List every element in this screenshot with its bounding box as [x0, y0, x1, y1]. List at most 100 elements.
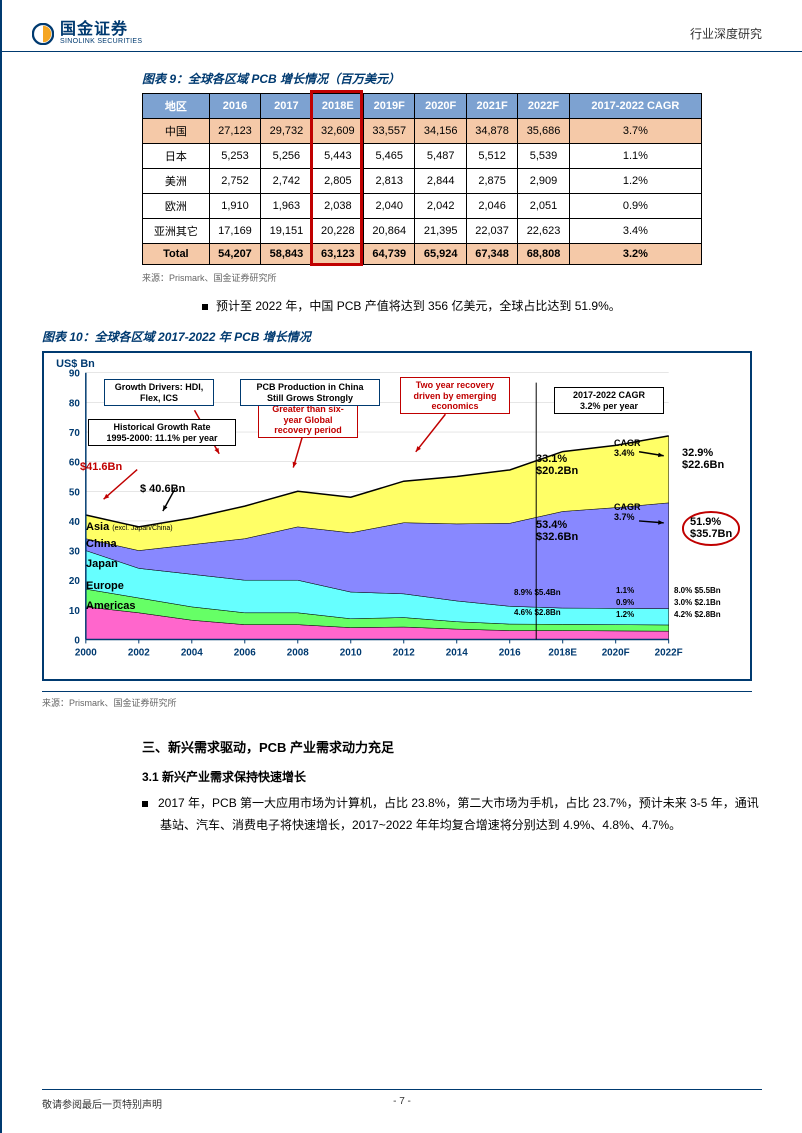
chart-annotation: CAGR3.7%	[614, 503, 641, 523]
page-footer: 敬请参阅最后一页特别声明 - 7 -	[42, 1089, 762, 1111]
chart-annotation: 4.2% $2.8Bn	[674, 611, 721, 620]
chart-annotation: Americas	[86, 600, 136, 612]
chart-annotation: China	[86, 538, 117, 550]
chart-annotation: 3.0% $2.1Bn	[674, 599, 721, 608]
svg-text:30: 30	[69, 547, 80, 558]
svg-text:80: 80	[69, 399, 80, 410]
table-cell: 亚洲其它	[143, 219, 210, 244]
chart-annotation: 0.9%	[616, 599, 634, 608]
table-cell: 欧洲	[143, 194, 210, 219]
table-cell: 34,878	[466, 119, 517, 144]
logo-icon	[32, 23, 54, 45]
svg-text:90: 90	[69, 369, 80, 380]
svg-text:2020F: 2020F	[602, 648, 630, 659]
table-header-cell: 2020F	[415, 94, 466, 119]
table-cell: 1.2%	[569, 169, 701, 194]
chart-annotation: $41.6Bn	[80, 461, 122, 473]
section3-para-text: 2017 年，PCB 第一大应用市场为计算机，占比 23.8%，第二大市场为手机…	[158, 796, 759, 832]
table-cell: 22,037	[466, 219, 517, 244]
chart-annotation: Europe	[86, 580, 124, 592]
svg-text:2010: 2010	[340, 648, 362, 659]
table-cell: 58,843	[261, 244, 312, 265]
table-cell: 0.9%	[569, 194, 701, 219]
table-cell: 2,038	[312, 194, 363, 219]
table-cell: 34,156	[415, 119, 466, 144]
table-cell: 20,228	[312, 219, 363, 244]
table-cell: 27,123	[209, 119, 260, 144]
table-cell: 2,875	[466, 169, 517, 194]
section3-sub: 3.1 新兴产业需求保持快速增长	[142, 768, 762, 785]
svg-text:60: 60	[69, 458, 80, 469]
table-cell: 32,609	[312, 119, 363, 144]
bullet-marker	[202, 304, 208, 310]
table-cell: 2,051	[518, 194, 569, 219]
svg-text:2016: 2016	[499, 648, 521, 659]
table-cell: Total	[143, 244, 210, 265]
figure9-source: 来源：Prismark、国金证券研究所	[142, 271, 762, 284]
table-cell: 2,805	[312, 169, 363, 194]
footer-disclaimer: 敬请参阅最后一页特别声明	[42, 1096, 162, 1111]
table-cell: 3.7%	[569, 119, 701, 144]
chart-callout: Greater than six-year Globalrecovery per…	[258, 401, 358, 438]
table-cell: 日本	[143, 144, 210, 169]
chart-annotation: 4.6% $2.8Bn	[514, 609, 561, 618]
table-cell: 67,348	[466, 244, 517, 265]
svg-text:40: 40	[69, 517, 80, 528]
chart-annotation: 8.9% $5.4Bn	[514, 589, 561, 598]
figure9-title: 图表 9：全球各区域 PCB 增长情况（百万美元）	[142, 70, 762, 87]
table-cell: 1,963	[261, 194, 312, 219]
bullet-marker	[142, 801, 148, 807]
doc-type: 行业深度研究	[690, 25, 762, 42]
logo-text-en: SINOLINK SECURITIES	[60, 38, 142, 45]
figure10-chart: 0102030405060708090US$ Bn200020022004200…	[42, 351, 752, 681]
logo-text-cn: 国金证券	[60, 22, 142, 38]
chart-callout: PCB Production in ChinaStill Grows Stron…	[240, 379, 380, 406]
table-cell: 35,686	[518, 119, 569, 144]
svg-text:2002: 2002	[128, 648, 150, 659]
chart-callout: 2017-2022 CAGR3.2% per year	[554, 387, 664, 414]
chart-annotation: Asia (excl. Japan/China)	[86, 521, 173, 533]
table-header-cell: 2017-2022 CAGR	[569, 94, 701, 119]
table-cell: 21,395	[415, 219, 466, 244]
svg-text:2008: 2008	[287, 648, 309, 659]
table-cell: 2,752	[209, 169, 260, 194]
table-row: Total54,20758,84363,12364,73965,92467,34…	[143, 244, 702, 265]
svg-text:2012: 2012	[393, 648, 415, 659]
table-header-cell: 2017	[261, 94, 312, 119]
svg-text:50: 50	[69, 488, 80, 499]
table-cell: 5,253	[209, 144, 260, 169]
svg-text:2006: 2006	[234, 648, 256, 659]
table-cell: 68,808	[518, 244, 569, 265]
table-cell: 5,256	[261, 144, 312, 169]
chart-annotation: Japan	[86, 558, 118, 570]
svg-text:70: 70	[69, 428, 80, 439]
table-cell: 2,040	[364, 194, 415, 219]
svg-text:US$ Bn: US$ Bn	[56, 358, 95, 370]
chart-annotation: $ 40.6Bn	[140, 483, 185, 495]
svg-text:20: 20	[69, 577, 80, 588]
bullet-1-text: 预计至 2022 年，中国 PCB 产值将达到 356 亿美元，全球占比达到 5…	[216, 299, 621, 313]
chart-annotation: 8.0% $5.5Bn	[674, 587, 721, 596]
table-header-cell: 2016	[209, 94, 260, 119]
table-cell: 1.1%	[569, 144, 701, 169]
table-row: 亚洲其它17,16919,15120,22820,86421,39522,037…	[143, 219, 702, 244]
chart-annotation: 51.9%$35.7Bn	[682, 511, 740, 545]
table-header-cell: 2021F	[466, 94, 517, 119]
figure10-source: 来源：Prismark、国金证券研究所	[42, 691, 752, 709]
figure10-title: 图表 10：全球各区域 2017-2022 年 PCB 增长情况	[42, 328, 762, 345]
table-cell: 54,207	[209, 244, 260, 265]
chart-callout: Historical Growth Rate1995-2000: 11.1% p…	[88, 419, 236, 446]
chart-annotation: CAGR3.4%	[614, 439, 641, 459]
svg-text:2004: 2004	[181, 648, 203, 659]
svg-text:2018E: 2018E	[548, 648, 577, 659]
table-cell: 2,042	[415, 194, 466, 219]
table-cell: 17,169	[209, 219, 260, 244]
table-cell: 29,732	[261, 119, 312, 144]
svg-text:2014: 2014	[446, 648, 468, 659]
page-header: 国金证券 SINOLINK SECURITIES 行业深度研究	[2, 0, 802, 52]
table-cell: 33,557	[364, 119, 415, 144]
section3-para: 2017 年，PCB 第一大应用市场为计算机，占比 23.8%，第二大市场为手机…	[160, 793, 762, 836]
svg-text:2000: 2000	[75, 648, 97, 659]
table-header-cell: 地区	[143, 94, 210, 119]
table-cell: 22,623	[518, 219, 569, 244]
